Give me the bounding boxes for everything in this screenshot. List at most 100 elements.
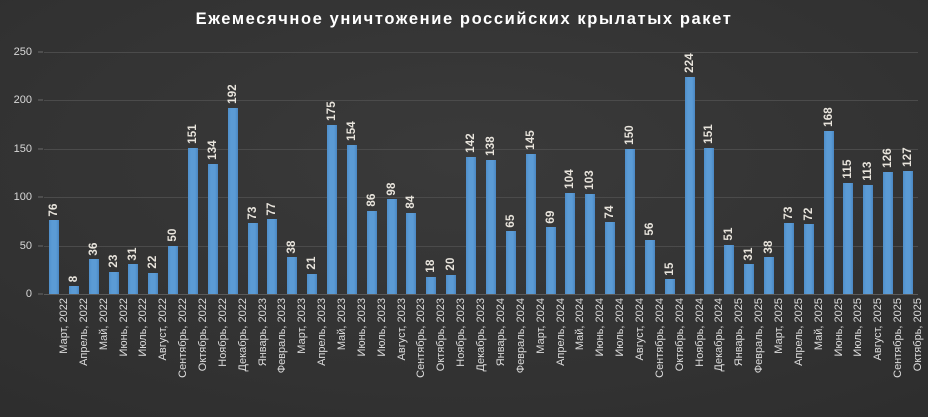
bar-slot[interactable]: 50 <box>163 52 183 294</box>
bar-slot[interactable]: 56 <box>640 52 660 294</box>
bar[interactable] <box>446 274 457 294</box>
bar[interactable] <box>843 182 854 294</box>
bar[interactable] <box>346 144 357 294</box>
bar-slot[interactable]: 103 <box>580 52 600 294</box>
bar[interactable] <box>68 286 79 294</box>
bar-slot[interactable]: 74 <box>600 52 620 294</box>
bar[interactable] <box>664 279 675 294</box>
bar[interactable] <box>247 223 258 294</box>
bar[interactable] <box>227 108 238 294</box>
bar-slot[interactable]: 72 <box>799 52 819 294</box>
bar-slot[interactable]: 36 <box>84 52 104 294</box>
bar-slot[interactable]: 38 <box>759 52 779 294</box>
bar-slot[interactable]: 224 <box>680 52 700 294</box>
bar[interactable] <box>585 194 596 294</box>
bar-slot[interactable]: 51 <box>719 52 739 294</box>
bar-slot[interactable]: 15 <box>660 52 680 294</box>
bar[interactable] <box>724 244 735 294</box>
bar-value-label: 150 <box>623 124 636 145</box>
x-axis-label-slot: Август, 2022 <box>143 298 169 416</box>
bar-value-label: 23 <box>107 254 120 268</box>
bar[interactable] <box>803 224 814 294</box>
bar[interactable] <box>108 271 119 294</box>
bar[interactable] <box>823 131 834 294</box>
bar-slot[interactable]: 18 <box>421 52 441 294</box>
bar[interactable] <box>267 219 278 294</box>
bar[interactable] <box>863 184 874 294</box>
bar[interactable] <box>883 172 894 294</box>
bar-slot[interactable]: 31 <box>739 52 759 294</box>
bar[interactable] <box>168 245 179 294</box>
y-axis-tick-mark <box>38 293 43 295</box>
bar-slot[interactable]: 150 <box>620 52 640 294</box>
bar[interactable] <box>207 164 218 294</box>
bar-slot[interactable]: 126 <box>878 52 898 294</box>
bar-slot[interactable]: 73 <box>243 52 263 294</box>
bar-slot[interactable]: 20 <box>441 52 461 294</box>
bar-slot[interactable]: 84 <box>402 52 422 294</box>
bar-slot[interactable]: 65 <box>501 52 521 294</box>
bar[interactable] <box>485 160 496 294</box>
bar[interactable] <box>505 231 516 294</box>
bar-slot[interactable]: 151 <box>700 52 720 294</box>
bar[interactable] <box>406 212 417 294</box>
bar[interactable] <box>327 124 337 294</box>
bar[interactable] <box>704 147 715 294</box>
bar-slot[interactable]: 151 <box>183 52 203 294</box>
bar-slot[interactable]: 168 <box>819 52 839 294</box>
bar[interactable] <box>187 147 198 294</box>
bar-slot[interactable]: 145 <box>521 52 541 294</box>
bar-slot[interactable]: 69 <box>541 52 561 294</box>
bar[interactable] <box>88 259 99 294</box>
bar[interactable] <box>307 273 318 294</box>
bar[interactable] <box>783 223 794 294</box>
bar-slot[interactable]: 142 <box>461 52 481 294</box>
bar-slot[interactable]: 192 <box>223 52 243 294</box>
bar-slot[interactable]: 113 <box>858 52 878 294</box>
bar[interactable] <box>624 148 635 294</box>
bar[interactable] <box>903 171 914 294</box>
bar-slot[interactable]: 98 <box>382 52 402 294</box>
bar-value-label: 50 <box>167 228 180 242</box>
bar[interactable] <box>644 239 655 294</box>
bar-slot[interactable]: 38 <box>282 52 302 294</box>
y-axis-tick-mark <box>38 245 43 247</box>
bar-slot[interactable]: 21 <box>302 52 322 294</box>
bar[interactable] <box>426 276 437 294</box>
bar-slot[interactable]: 8 <box>64 52 84 294</box>
bar[interactable] <box>148 272 159 294</box>
bar-slot[interactable]: 154 <box>342 52 362 294</box>
bar[interactable] <box>744 264 755 294</box>
bar[interactable] <box>605 222 616 294</box>
bar-value-label: 18 <box>425 259 438 273</box>
x-axis-label-slot: Апрель, 2025 <box>779 298 805 416</box>
bar-slot[interactable]: 138 <box>481 52 501 294</box>
bar-slot[interactable]: 31 <box>123 52 143 294</box>
bar[interactable] <box>764 257 774 294</box>
bar-slot[interactable]: 23 <box>104 52 124 294</box>
bar-slot[interactable]: 175 <box>322 52 342 294</box>
bar-slot[interactable]: 134 <box>203 52 223 294</box>
bar[interactable] <box>386 199 397 294</box>
bar[interactable] <box>366 210 377 294</box>
bar-slot[interactable]: 73 <box>779 52 799 294</box>
bar[interactable] <box>565 193 576 294</box>
bar-slot[interactable]: 77 <box>263 52 283 294</box>
bar[interactable] <box>545 227 556 294</box>
bar[interactable] <box>128 264 139 294</box>
x-axis-label-slot: Декабрь, 2022 <box>223 298 249 416</box>
x-axis-label-slot: Октябрь, 2023 <box>421 298 447 416</box>
bar[interactable] <box>287 257 298 294</box>
bar-slot[interactable]: 115 <box>839 52 859 294</box>
bar[interactable] <box>48 220 59 294</box>
x-axis-label-slot: Июль, 2023 <box>362 298 388 416</box>
bar[interactable] <box>525 153 536 294</box>
bar-slot[interactable]: 22 <box>143 52 163 294</box>
bar-value-label: 86 <box>365 193 378 207</box>
bar-slot[interactable]: 86 <box>362 52 382 294</box>
bar[interactable] <box>466 156 477 294</box>
bar-slot[interactable]: 104 <box>560 52 580 294</box>
bar[interactable] <box>684 77 695 294</box>
bar-slot[interactable]: 76 <box>44 52 64 294</box>
bar-slot[interactable]: 127 <box>898 52 918 294</box>
